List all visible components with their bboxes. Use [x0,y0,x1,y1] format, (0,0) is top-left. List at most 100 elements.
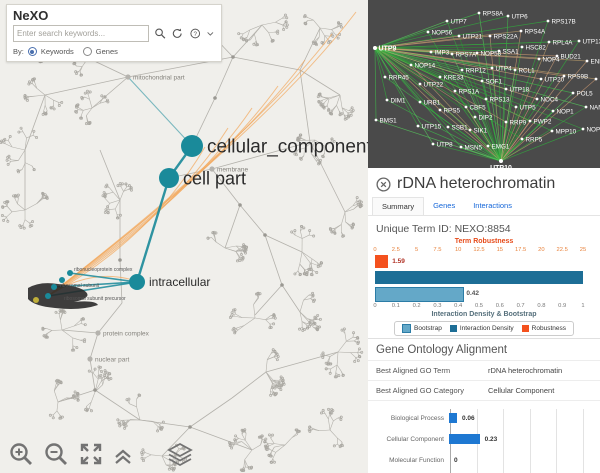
close-icon[interactable] [376,176,391,192]
gene-node[interactable]: UTP13 [577,39,600,46]
gene-node[interactable]: KRE33 [438,75,464,82]
cluster-term-label[interactable]: ribosomal subunit precursor [64,296,126,302]
gene-node[interactable]: RRP5 [520,137,543,144]
gene-node[interactable]: RPS8A [477,11,504,18]
gene-node[interactable]: UTP6 [506,14,528,21]
help-icon[interactable]: ? [189,27,201,40]
tab-summary[interactable]: Summary [372,197,425,215]
term-label[interactable]: cell part [183,168,246,188]
radio-genes[interactable] [82,47,92,56]
gene-node[interactable]: RPS1A [453,89,480,96]
gene-node[interactable]: UTP10 [490,159,512,168]
gene-node[interactable]: RPS5 [438,108,461,115]
chevron-down-icon[interactable] [206,27,215,40]
gene-node[interactable]: RRP45 [383,75,410,82]
gene-node[interactable]: RPS13 [484,97,510,104]
gene-node[interactable]: URB1 [418,100,441,107]
search-icon[interactable] [154,27,166,40]
gene-node[interactable]: DIP2 [473,115,493,122]
term-label[interactable]: nuclear part [95,357,130,364]
gene-node[interactable]: UTP18 [504,87,530,94]
term-node[interactable] [209,166,215,172]
gene-node[interactable]: RRP12 [460,68,487,75]
gene-node[interactable]: RPL4A [547,40,574,47]
gene-node[interactable]: UTP7 [445,19,467,26]
gene-node[interactable]: RPS7A [450,52,477,59]
gene-node[interactable]: ENP1 [585,59,600,66]
ontology-tree-panel[interactable]: ribonucleoprotein complex ribosomal subun… [0,0,368,473]
term-label[interactable]: cellular_component [207,137,368,158]
gene-node[interactable]: SOF1 [480,79,503,86]
ontology-tree-canvas[interactable]: ribonucleoprotein complex ribosomal subun… [0,0,368,473]
gene-node[interactable]: PWP2 [528,119,552,126]
gene-node[interactable]: NOP1 [551,109,575,116]
network-panel[interactable]: UTP9 UTP10 UTP7 RPS8A UTP6 RPS17B NOP56 UTP21 RP… [368,0,600,168]
gene-node[interactable]: NOP14 [409,63,436,70]
collapse-icon[interactable] [113,443,133,467]
gene-node[interactable]: RCL1 [513,68,535,75]
gene-node[interactable]: UTP21 [457,34,483,41]
term-node[interactable] [45,293,51,299]
radio-keywords[interactable] [27,47,37,56]
term-node[interactable] [59,277,65,283]
gene-node[interactable]: CBF5 [464,105,486,112]
term-node[interactable] [125,74,131,80]
gene-node[interactable]: HSC82 [520,45,547,52]
gene-node[interactable]: UTP20 [539,77,565,84]
layers-icon[interactable] [166,441,194,467]
gene-node[interactable]: KRR1 [594,77,600,84]
tab-interactions[interactable]: Interactions [473,201,512,210]
search-input[interactable] [13,25,149,42]
gene-node[interactable]: POL5 [571,91,593,98]
gene-node[interactable]: RPS22A [488,34,519,41]
selected-term-node[interactable] [33,297,39,303]
term-label[interactable]: membrane [217,167,248,174]
gene-node[interactable]: SIK1 [468,128,488,135]
gene-node[interactable]: NOC4 [535,97,559,104]
fit-to-screen-icon[interactable] [78,441,104,467]
gene-node[interactable]: UTP22 [418,82,444,89]
gene-node[interactable]: RPS9B [562,74,589,81]
term-label[interactable]: mitochondrial part [133,75,185,82]
gene-node[interactable]: RPS4A [519,29,546,36]
term-node[interactable] [95,330,101,336]
gene-node[interactable]: RPS17B [546,19,576,26]
gene-node[interactable]: UTP9 [373,46,397,53]
gene-node[interactable]: UTP15 [416,124,442,131]
term-label[interactable]: intracellular [149,275,210,289]
gene-node[interactable]: MPP10 [550,129,577,136]
gene-node[interactable]: DIM1 [385,98,406,105]
radio-keywords-label[interactable]: Keywords [40,47,74,56]
gene-node[interactable]: SSA1 [497,49,519,56]
gene-node[interactable]: NOP4 [537,57,561,64]
gene-node[interactable]: UTP5 [514,105,536,112]
gene-node[interactable]: SSB1 [446,125,468,132]
gene-node[interactable]: BUD21 [555,54,582,61]
gene-node[interactable]: NOP56 [426,30,453,37]
cluster-term-label[interactable]: ribonucleoprotein complex [74,267,133,273]
term-node-cell-part[interactable] [159,168,179,188]
term-node[interactable] [51,284,57,290]
gene-node[interactable]: RRP9 [504,120,527,127]
dense-term-cluster[interactable] [28,283,98,309]
gene-node[interactable]: UTP8 [431,142,453,149]
term-node[interactable] [87,356,93,362]
zoom-out-icon[interactable] [43,441,69,467]
gene-node[interactable]: MSN5 [459,145,483,152]
gene-node[interactable]: EMG1 [486,144,510,151]
radio-genes-label[interactable]: Genes [95,47,118,56]
gene-node[interactable]: BMS1 [374,118,398,125]
gene-node[interactable]: UTP4 [490,66,512,73]
term-node-cellular-component[interactable] [181,135,203,157]
term-label[interactable]: protein complex [103,331,150,338]
gene-node[interactable]: NAN1 [584,105,600,112]
term-node-intracellular[interactable] [129,274,145,290]
term-node[interactable] [67,270,73,276]
zoom-in-icon[interactable] [8,441,34,467]
tab-genes[interactable]: Genes [433,201,456,210]
refresh-icon[interactable] [171,27,183,40]
gene-node[interactable]: IMP3 [429,50,450,57]
gene-node[interactable]: NOP58 [475,51,502,58]
cluster-term-label[interactable]: ribosomal subunit [60,283,100,289]
gene-node[interactable]: NOP6 [581,127,600,134]
